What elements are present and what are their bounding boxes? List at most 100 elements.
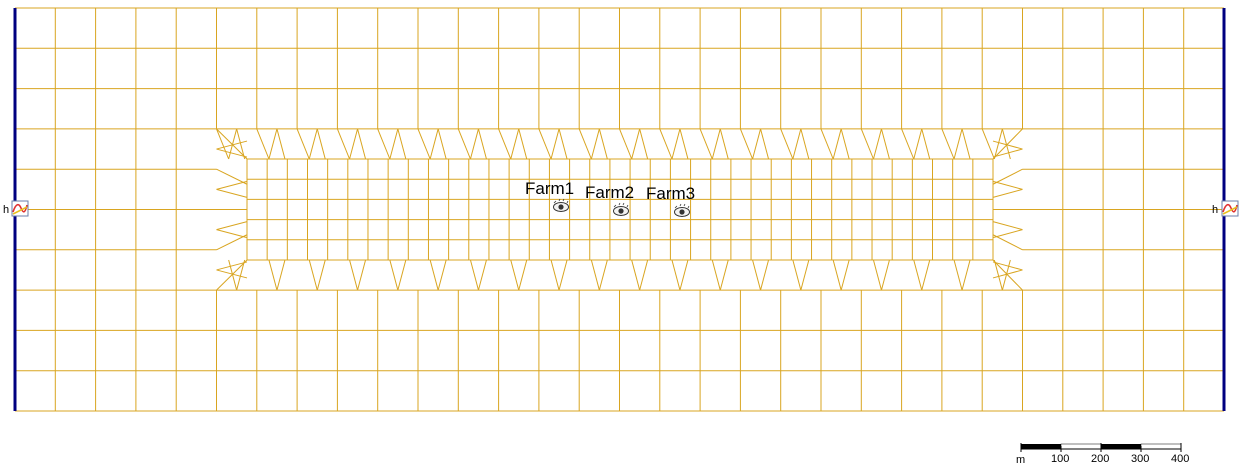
mesh-edge <box>256 128 270 160</box>
mesh-edge <box>498 128 512 160</box>
mesh-edge <box>538 128 552 160</box>
mesh-edge <box>752 128 762 160</box>
boundary-condition-right[interactable]: h <box>1212 200 1239 217</box>
eye-icon <box>613 202 629 216</box>
mesh-edge <box>953 128 963 160</box>
mesh-edge <box>792 128 802 160</box>
mesh-edge <box>639 128 649 160</box>
observation-point-farm1[interactable]: Farm1 <box>525 179 574 212</box>
mesh-edge <box>216 168 248 185</box>
mesh-edge <box>820 128 834 160</box>
mesh-edge <box>872 128 882 160</box>
mesh-edge <box>961 259 971 291</box>
mesh-edge <box>760 259 770 291</box>
mesh-edge <box>228 259 238 291</box>
mesh-edge <box>216 128 248 160</box>
mesh-edge <box>550 259 560 291</box>
mesh-edge <box>397 259 407 291</box>
eye-icon <box>553 198 569 212</box>
mesh-edge <box>981 128 995 160</box>
eye-icon <box>674 203 690 217</box>
mesh-edge <box>236 128 246 160</box>
mesh-edge <box>216 259 248 291</box>
mesh-edge <box>389 128 399 160</box>
mesh-edge <box>469 128 479 160</box>
mesh-edge <box>308 259 318 291</box>
mesh-edge <box>992 168 1023 185</box>
mesh-edge <box>941 128 955 160</box>
scale-bar-segment <box>1021 444 1061 449</box>
mesh-edge <box>216 234 248 251</box>
scale-tick-label: 400 <box>1171 453 1189 465</box>
mesh-edge <box>872 259 882 291</box>
mesh-edge <box>316 259 326 291</box>
mesh-edge <box>992 259 1023 291</box>
mesh-edge <box>671 259 681 291</box>
mesh-edge <box>1001 128 1011 160</box>
mesh-edge <box>590 128 600 160</box>
mesh-edge <box>518 259 528 291</box>
mesh-edge <box>739 128 754 160</box>
mesh-edge <box>671 128 681 160</box>
finite-element-mesh <box>14 7 1225 412</box>
boundary-condition-left[interactable]: h <box>3 200 29 217</box>
mesh-edge <box>992 128 1023 160</box>
mesh-edge <box>216 269 248 279</box>
scale-bar-segment <box>1060 443 1102 450</box>
mesh-edge <box>961 128 971 160</box>
bc-label-left: h <box>3 204 9 216</box>
mesh-edge <box>921 259 931 291</box>
mesh-edge <box>752 259 762 291</box>
observation-point-farm3[interactable]: Farm3 <box>646 184 695 217</box>
mesh-edge <box>1001 259 1011 291</box>
mesh-edge <box>276 259 286 291</box>
mesh-edge <box>510 128 520 160</box>
mesh-edge <box>699 128 713 160</box>
scale-tick-label: 200 <box>1091 453 1109 465</box>
scale-bar-segment <box>1140 443 1182 450</box>
mesh-edge <box>357 128 367 160</box>
mesh-edge <box>477 259 487 291</box>
mesh-edge <box>913 259 923 291</box>
mesh-edge <box>840 259 850 291</box>
mesh-edge <box>921 128 931 160</box>
mesh-edge <box>216 140 248 150</box>
mesh-edge <box>800 128 810 160</box>
mesh-edge <box>336 128 351 160</box>
mesh-edge <box>558 128 568 160</box>
time-series-icon <box>11 200 29 217</box>
mesh-edge <box>992 148 1023 158</box>
mesh-edge <box>550 128 560 160</box>
mesh-edge <box>792 259 802 291</box>
mesh-edge <box>860 128 874 160</box>
mesh-edge <box>268 259 278 291</box>
observation-point-farm2[interactable]: Farm2 <box>585 183 634 216</box>
mesh-edge <box>711 128 721 160</box>
mesh-edge <box>349 259 359 291</box>
mesh-edge <box>578 128 592 160</box>
mesh-edge <box>992 261 1023 271</box>
mesh-edge <box>619 128 633 160</box>
mesh-edge <box>397 128 407 160</box>
observation-label: Farm3 <box>646 184 695 203</box>
mesh-edge <box>558 259 568 291</box>
mesh-edge <box>719 259 729 291</box>
mesh-edge <box>216 229 248 239</box>
mesh-edge <box>992 269 1023 279</box>
mesh-edge <box>659 128 673 160</box>
mesh-edge <box>992 140 1023 150</box>
mesh-edge <box>276 128 286 160</box>
observation-label: Farm2 <box>585 183 634 202</box>
time-series-icon <box>1221 200 1239 217</box>
mesh-edge <box>631 128 641 160</box>
mesh-edge <box>760 128 770 160</box>
mesh-edge <box>598 128 608 160</box>
mesh-edge <box>953 259 963 291</box>
scale-bar: m 100 200 300 400 <box>1016 443 1189 466</box>
mesh-edge <box>639 259 649 291</box>
mesh-edge <box>992 229 1023 239</box>
mesh-edge <box>417 128 431 160</box>
mesh-edge <box>437 259 447 291</box>
mesh-edge <box>992 188 1023 198</box>
